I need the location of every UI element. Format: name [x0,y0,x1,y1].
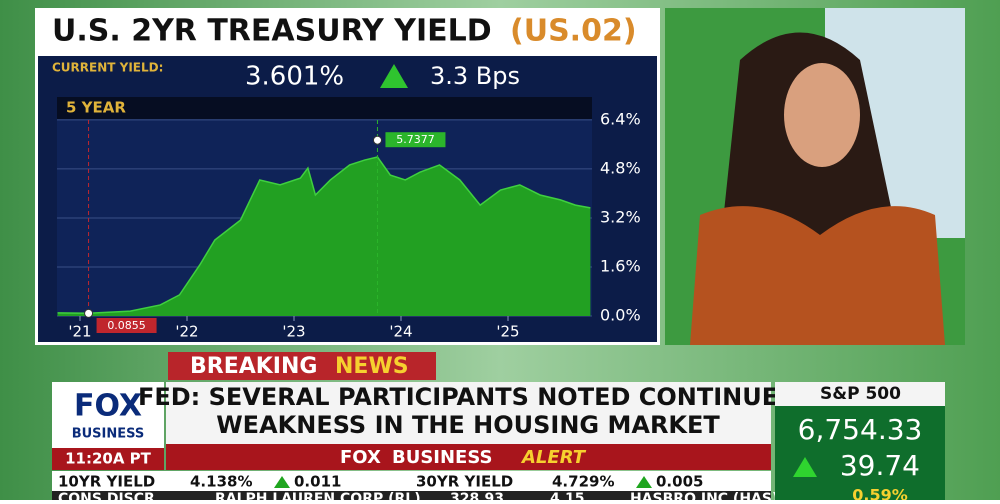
headline-box [166,382,771,444]
ticker-item: 0.011 [294,473,341,491]
current-value: 3.601% [245,62,344,92]
ticker-item: 0.005 [656,473,703,491]
up-arrow [636,476,652,488]
dress [690,206,945,345]
index-name: S&P 500 [820,384,901,404]
index-box [775,406,945,500]
line [57,156,591,314]
x-tick-label: '22 [175,323,198,341]
current-label: CURRENT YIELD: [52,61,163,75]
index-change: 39.74 [840,449,920,482]
alert-word: ALERT [520,447,587,468]
breaking-bar [168,352,436,380]
ticker-item: 10YR YIELD [58,473,155,491]
logo-business: BUSINESS [72,427,145,442]
ticker1 [52,471,771,491]
marker-dot [84,308,94,318]
index-percent: 0.59% [852,486,908,501]
ticker-item: 4.729% [552,473,614,491]
index-value: 6,754.33 [798,413,923,446]
ticker-item: 4.15 [550,491,585,500]
time: 11:20A PT [65,450,152,468]
headline: WEAKNESS IN THE HOUSING MARKET [216,411,720,439]
logo-box [52,382,164,448]
ticker-item: CONS DISCR [58,491,155,500]
alert-business: BUSINESS [392,447,492,468]
marker-label: 0.0855 [107,319,146,332]
up-arrow [793,457,817,477]
y-tick-label: 3.2% [600,207,641,226]
period-label: 5 YEAR [66,99,126,117]
x-tick-label: '24 [389,323,412,341]
marker-label: 5.7377 [396,133,435,146]
x-tick-label: '25 [496,323,519,341]
current-change: 3.3 Bps [430,62,520,90]
up-arrow [380,64,408,88]
index-head [775,382,945,406]
face [784,63,860,167]
x-tick-label: '21 [68,323,91,341]
panel-symbol: (US.02) [510,14,637,49]
y-tick-label: 1.6% [600,256,641,275]
x-tick-label: '23 [282,323,305,341]
plot: 0.0% 1.6% 3.2% 4.8% 6.4% '21 '22 '23 '24 '25 0.085… [57,109,641,341]
ticker2 [52,491,771,500]
marker-dot [372,135,382,145]
ticker-item: RALPH LAUREN CORP (RL) [215,491,421,500]
panel-title: U.S. 2YR TREASURY YIELD [52,14,492,49]
area-fill [57,156,591,316]
ticker-item: 328.93 [450,491,504,500]
logo-fox: FOX [74,389,142,424]
marker-box [385,132,446,148]
breaking: BREAKING [190,354,317,379]
y-tick-label: 0.0% [600,306,641,325]
period-bar [57,97,592,119]
ticker-item: 4.138% [190,473,252,491]
alert-fox: FOX [340,447,381,468]
time-box [52,448,164,470]
marker-box [96,318,157,333]
y-tick-label: 6.4% [600,109,641,128]
ticker-item: 30YR YIELD [416,473,513,491]
news: NEWS [335,354,409,379]
alert-bar [166,444,771,470]
up-arrow [274,476,290,488]
y-tick-label: 4.8% [600,158,641,177]
ticker-item: HASBRO INC (HAS) [630,491,778,500]
headline: FED: SEVERAL PARTICIPANTS NOTED CONTINUE… [138,383,798,411]
